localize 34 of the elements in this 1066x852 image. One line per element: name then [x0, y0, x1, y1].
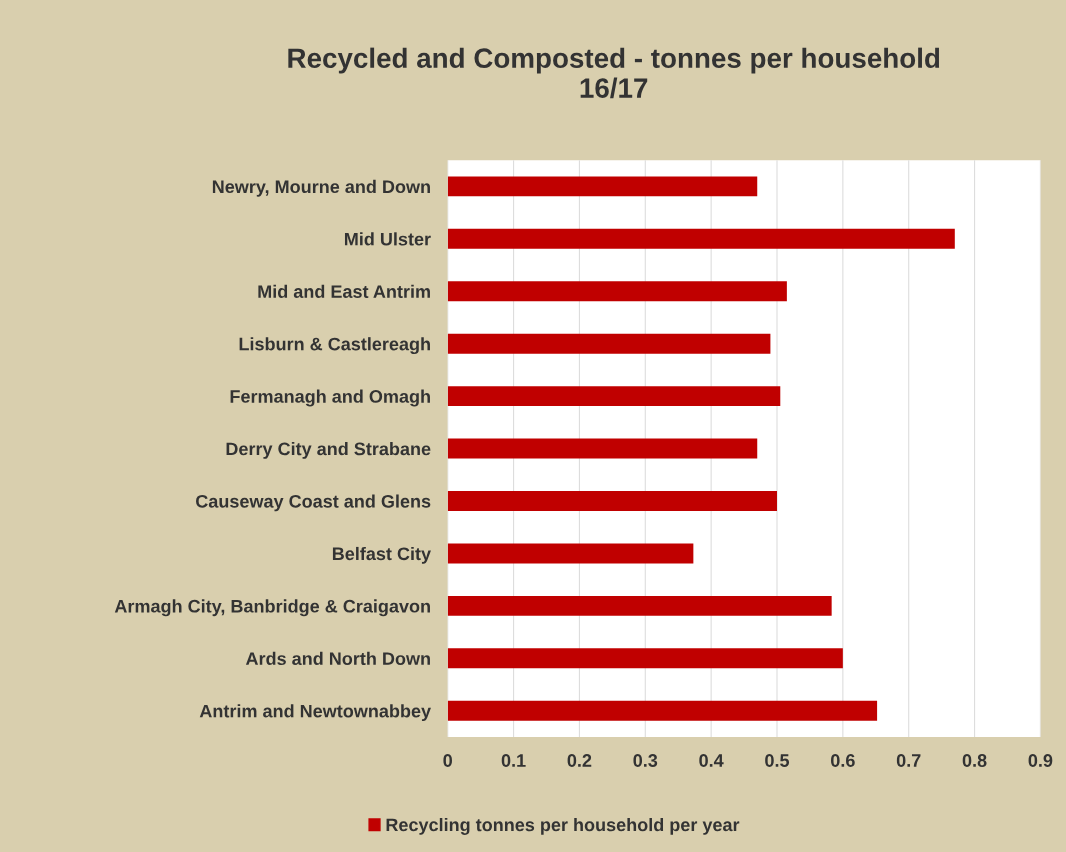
bar	[447, 176, 758, 197]
y-tick-label: Ards and North Down	[245, 651, 430, 666]
y-tick-label: Mid Ulster	[344, 232, 431, 246]
bar	[447, 491, 777, 511]
x-tick-label: 0.1	[501, 754, 526, 767]
y-tick-label: Fermanagh and Omagh	[230, 389, 430, 407]
bar	[447, 333, 771, 354]
bar	[447, 700, 878, 721]
y-tick-label: Armagh City, Banbridge & Craigavon	[114, 599, 430, 617]
x-tick-label: 0.5	[765, 754, 790, 767]
y-tick-label: Belfast City	[332, 546, 431, 564]
bar	[447, 438, 758, 459]
y-tick-label: Lisburn & Castlereagh	[239, 337, 430, 355]
bar	[447, 595, 832, 616]
bar	[447, 228, 955, 249]
x-tick-label: 0.7	[896, 754, 921, 767]
bar	[447, 648, 843, 669]
y-tick-label: Causeway Coast and Glens	[196, 494, 431, 512]
y-tick-label: Mid and East Antrim	[258, 284, 430, 298]
y-tick-label: Newry, Mourne and Down	[212, 179, 430, 197]
x-tick-label: 0.8	[962, 754, 987, 767]
x-tick-label: 0	[443, 754, 452, 767]
x-tick-label: 0.2	[567, 754, 592, 767]
x-tick-label: 0.6	[831, 754, 855, 767]
bar	[447, 281, 787, 302]
x-tick-label: 0.4	[699, 754, 724, 767]
x-tick-label: 0.3	[633, 754, 658, 767]
y-tick-label: Antrim and Newtownabbey	[199, 704, 431, 722]
bar	[447, 386, 781, 407]
x-tick-label: 0.9	[1028, 754, 1053, 767]
y-tick-label: Derry City and Strabane	[226, 442, 431, 459]
bar	[447, 543, 694, 564]
legend-label: Recycling tonnes per household per year	[386, 817, 740, 835]
chart-title: Recycled and Composted - tonnes per household 16/17	[288, 47, 940, 99]
